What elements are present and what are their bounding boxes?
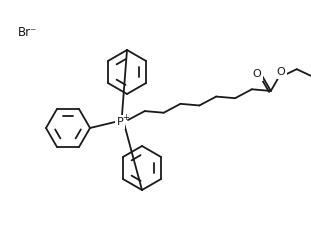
- Text: +: +: [123, 112, 129, 122]
- Text: O: O: [276, 67, 285, 77]
- Text: Br⁻: Br⁻: [18, 26, 37, 38]
- Text: P: P: [117, 117, 123, 127]
- Text: O: O: [253, 69, 261, 79]
